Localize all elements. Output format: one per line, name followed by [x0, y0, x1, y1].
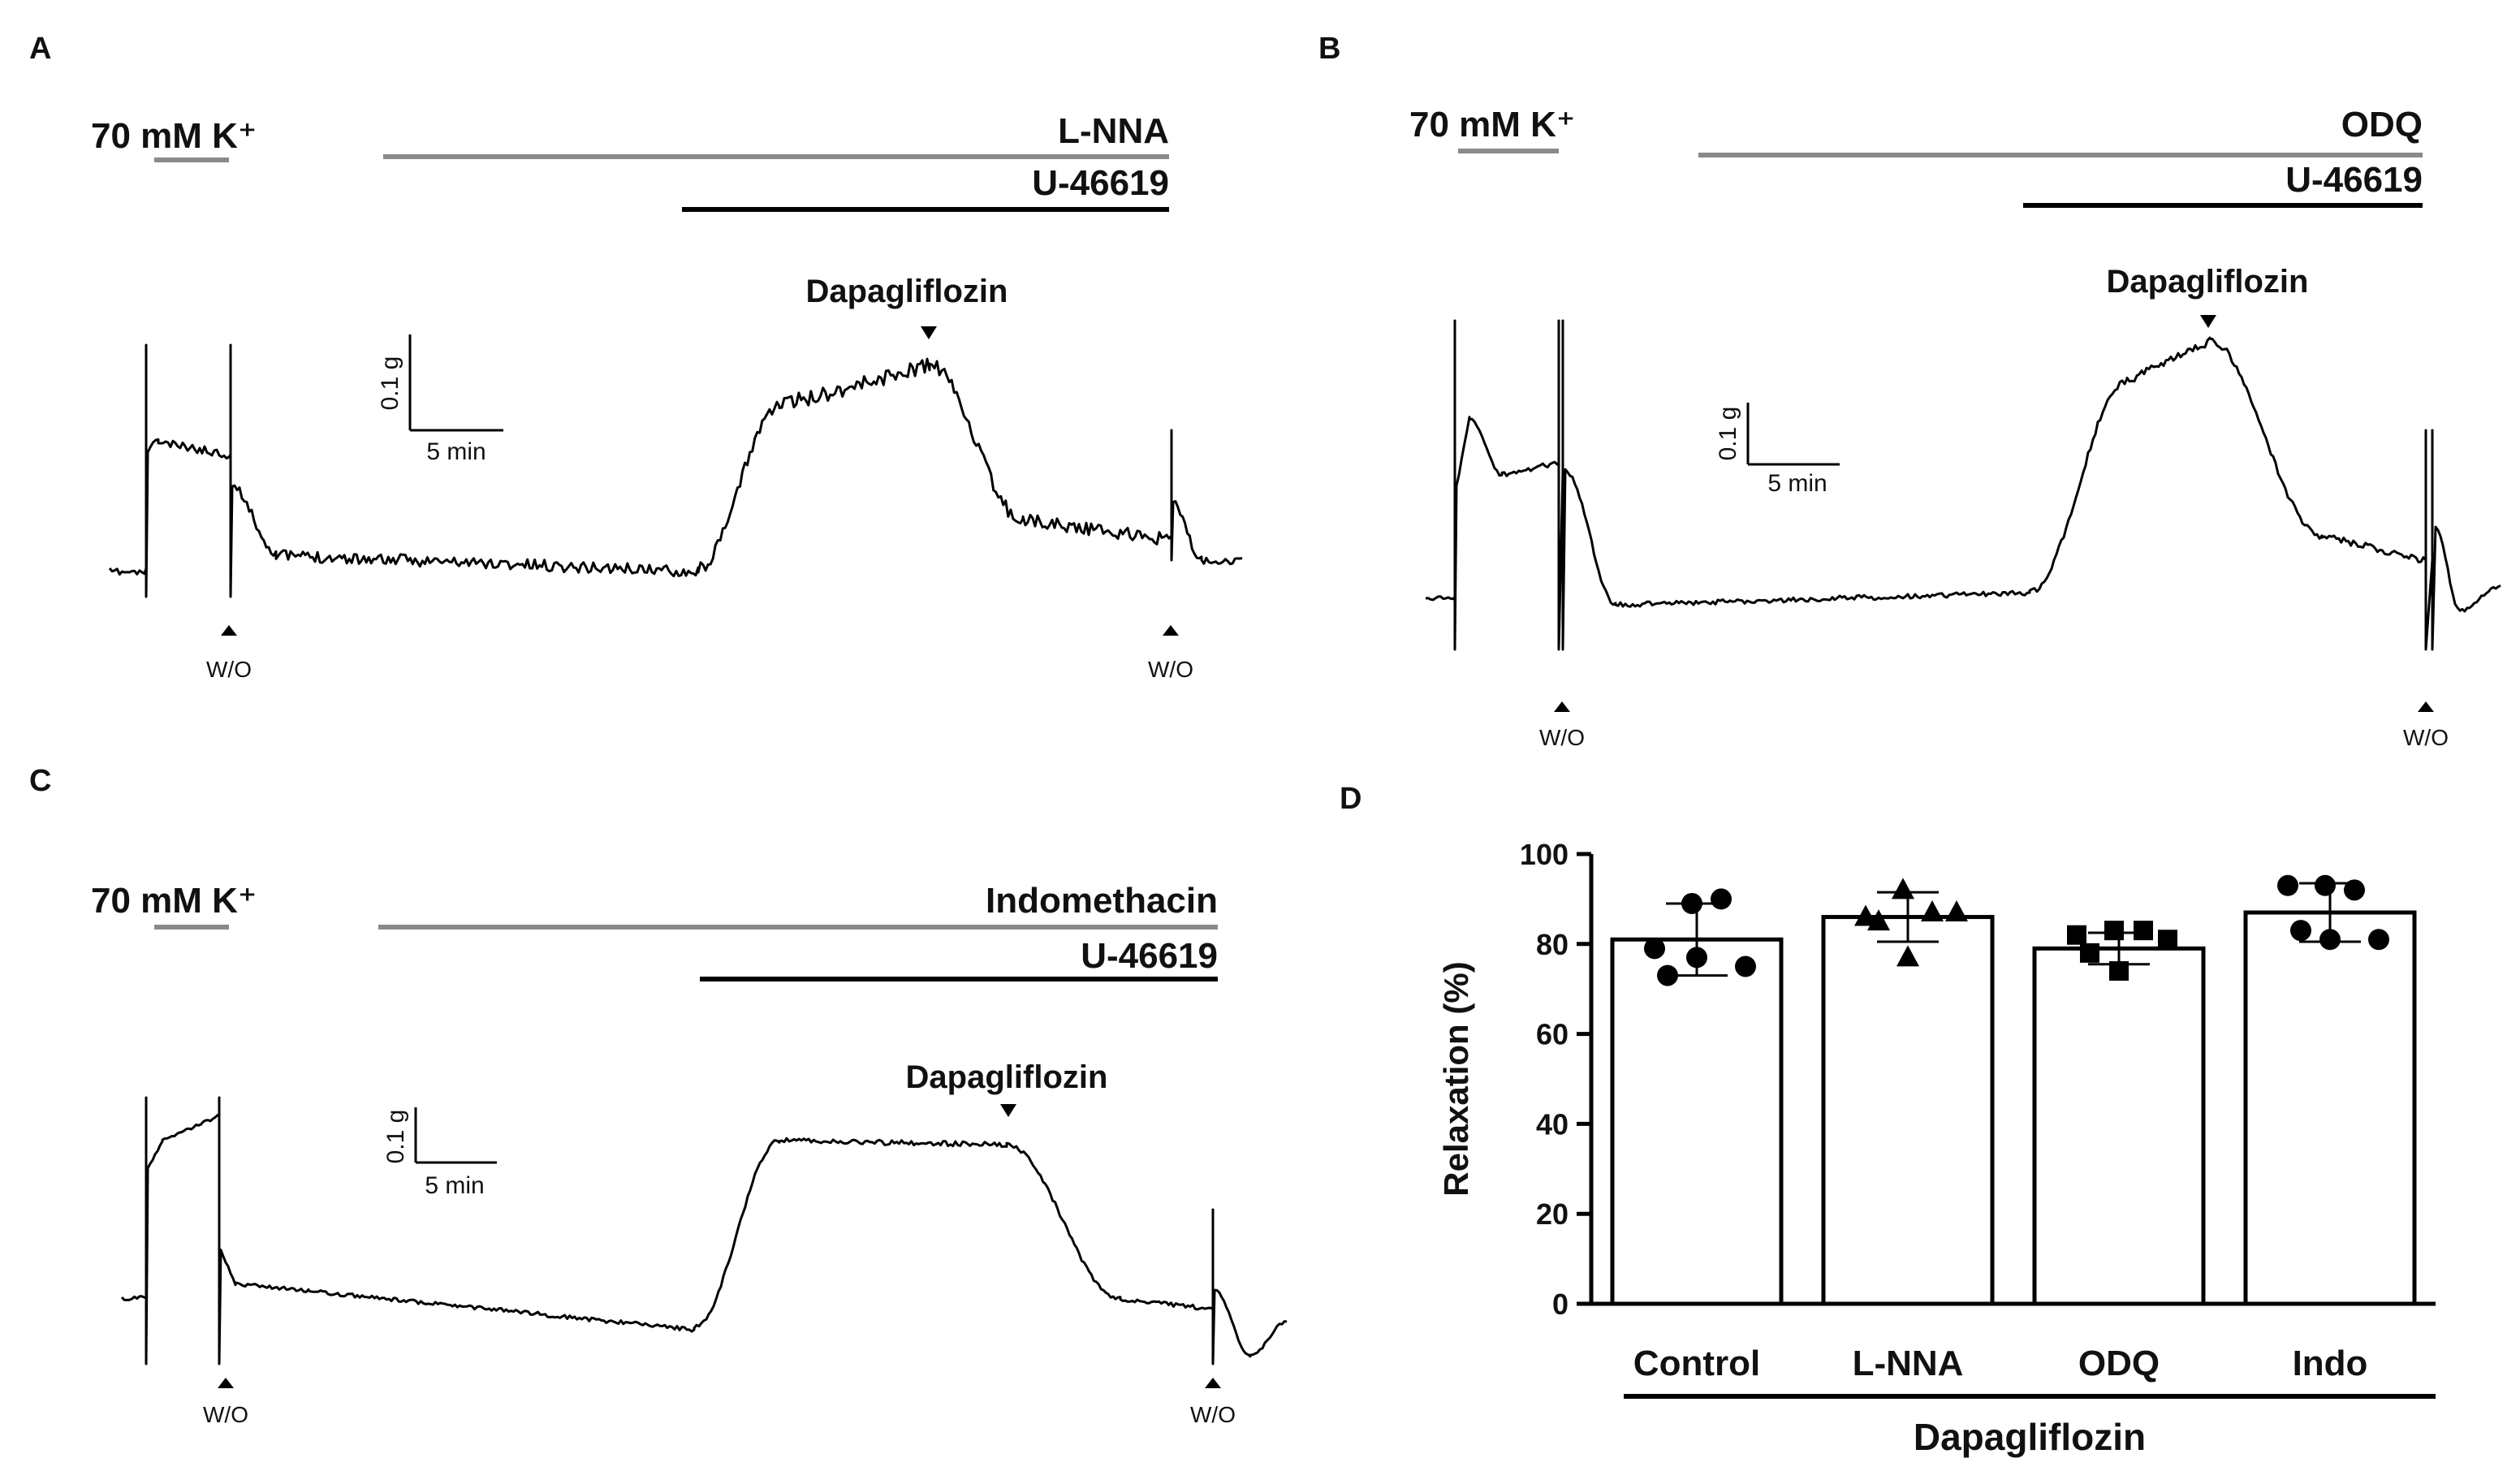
- panel-letter: C: [29, 764, 51, 798]
- drug-arrowhead: [1000, 1104, 1016, 1117]
- agonist-label: U-46619: [1081, 936, 1218, 976]
- washout-arrowhead: [1163, 625, 1179, 636]
- arrow-label: Dapagliflozin: [906, 1059, 1108, 1095]
- x-axis-label: Dapagliflozin: [1914, 1416, 2146, 1458]
- bar-l-nna: [1821, 915, 1995, 1306]
- panel-d: D 0 20 40 60 80 100 Relaxation (%) Control L-NNA…: [1340, 782, 2436, 1458]
- category-label: Control: [1633, 1344, 1760, 1383]
- data-point: [1686, 947, 1707, 968]
- relaxation-chart: 0 20 40 60 80 100 Relaxation (%) Control L-NNA OD…: [1437, 838, 2436, 1458]
- data-point: [2080, 943, 2099, 963]
- washout-label: W/O: [2403, 725, 2449, 750]
- data-point: [2344, 879, 2365, 901]
- data-point: [1867, 909, 1890, 931]
- panel-letter: D: [1340, 782, 1361, 816]
- k-label: 70 mM K⁺: [91, 116, 257, 156]
- panel-a: A 70 mM K⁺ L-NNA U-46619 Dapagliflozin 0…: [29, 32, 1243, 682]
- y-tick-label: 60: [1536, 1018, 1569, 1051]
- category-label: ODQ: [2078, 1344, 2160, 1383]
- washout-label: W/O: [1539, 725, 1585, 750]
- category-label: Indo: [2293, 1344, 2368, 1383]
- data-point: [1892, 878, 1914, 899]
- data-point: [2368, 929, 2389, 951]
- data-point: [2290, 920, 2311, 942]
- y-tick-label: 100: [1520, 838, 1569, 871]
- tension-trace: [120, 1096, 1288, 1365]
- scale-x-label: 5 min: [425, 1172, 484, 1199]
- agonist-label: U-46619: [2285, 160, 2423, 200]
- data-point: [1896, 945, 1919, 967]
- data-point: [2277, 874, 2298, 896]
- arrow-label: Dapagliflozin: [806, 274, 1008, 309]
- data-point: [1945, 900, 1968, 922]
- scale-bar: 0.1 g 5 min: [1715, 403, 1840, 497]
- washout-arrowhead: [221, 625, 237, 636]
- data-point: [2134, 921, 2153, 941]
- panel-b: B 70 mM K⁺ ODQ U-46619 Dapagliflozin 0.1…: [1318, 32, 2501, 750]
- y-tick-label: 20: [1536, 1197, 1569, 1231]
- data-point: [2319, 929, 2341, 951]
- data-point: [1921, 900, 1944, 922]
- data-point: [2315, 874, 2336, 896]
- y-tick-label: 80: [1536, 928, 1569, 961]
- agonist-label: U-46619: [1032, 163, 1169, 203]
- data-point: [1644, 938, 1665, 960]
- panel-letter: B: [1318, 32, 1340, 66]
- drug-arrowhead: [921, 326, 937, 339]
- scale-y-label: 0.1 g: [382, 1110, 409, 1164]
- y-tick-label: 40: [1536, 1107, 1569, 1141]
- drug-arrowhead: [2200, 315, 2216, 328]
- drug-label: ODQ: [2341, 105, 2423, 145]
- scale-bar: 0.1 g 5 min: [377, 334, 503, 465]
- bar-control: [1610, 937, 1784, 1306]
- scale-bar: 0.1 g 5 min: [382, 1107, 497, 1199]
- category-label: L-NNA: [1853, 1344, 1964, 1383]
- arrow-label: Dapagliflozin: [2107, 264, 2309, 300]
- k-label: 70 mM K⁺: [91, 881, 257, 921]
- data-point: [1681, 892, 1702, 914]
- data-point: [1854, 904, 1877, 926]
- scale-x-label: 5 min: [426, 438, 485, 465]
- tension-trace: [108, 343, 1243, 598]
- data-point: [1711, 888, 1732, 910]
- data-point: [2067, 925, 2086, 945]
- data-point: [2104, 921, 2124, 941]
- k-label: 70 mM K⁺: [1409, 105, 1575, 145]
- data-point: [1735, 956, 1756, 977]
- drug-label: Indomethacin: [986, 881, 1218, 921]
- scale-x-label: 5 min: [1767, 470, 1827, 497]
- washout-arrowhead: [2418, 701, 2434, 712]
- washout-label: W/O: [203, 1402, 248, 1427]
- washout-arrowhead: [1554, 701, 1570, 712]
- scale-y-label: 0.1 g: [377, 356, 403, 411]
- tension-trace: [1425, 319, 2501, 651]
- washout-label: W/O: [1190, 1402, 1236, 1427]
- drug-label: L-NNA: [1058, 111, 1169, 151]
- scale-y-label: 0.1 g: [1715, 407, 1741, 461]
- panel-letter: A: [29, 32, 51, 66]
- washout-label: W/O: [206, 657, 252, 682]
- data-point: [2109, 961, 2129, 981]
- data-point: [2158, 930, 2177, 950]
- panel-c: C 70 mM K⁺ Indomethacin U-46619 Dapaglif…: [29, 764, 1288, 1427]
- washout-arrowhead: [1205, 1378, 1221, 1388]
- y-tick-label: 0: [1552, 1288, 1569, 1321]
- bar-indo: [2243, 910, 2417, 1306]
- y-axis-label: Relaxation (%): [1437, 961, 1475, 1196]
- washout-arrowhead: [218, 1378, 234, 1388]
- washout-label: W/O: [1148, 657, 1193, 682]
- data-point: [1657, 964, 1678, 986]
- bar-odq: [2032, 946, 2206, 1306]
